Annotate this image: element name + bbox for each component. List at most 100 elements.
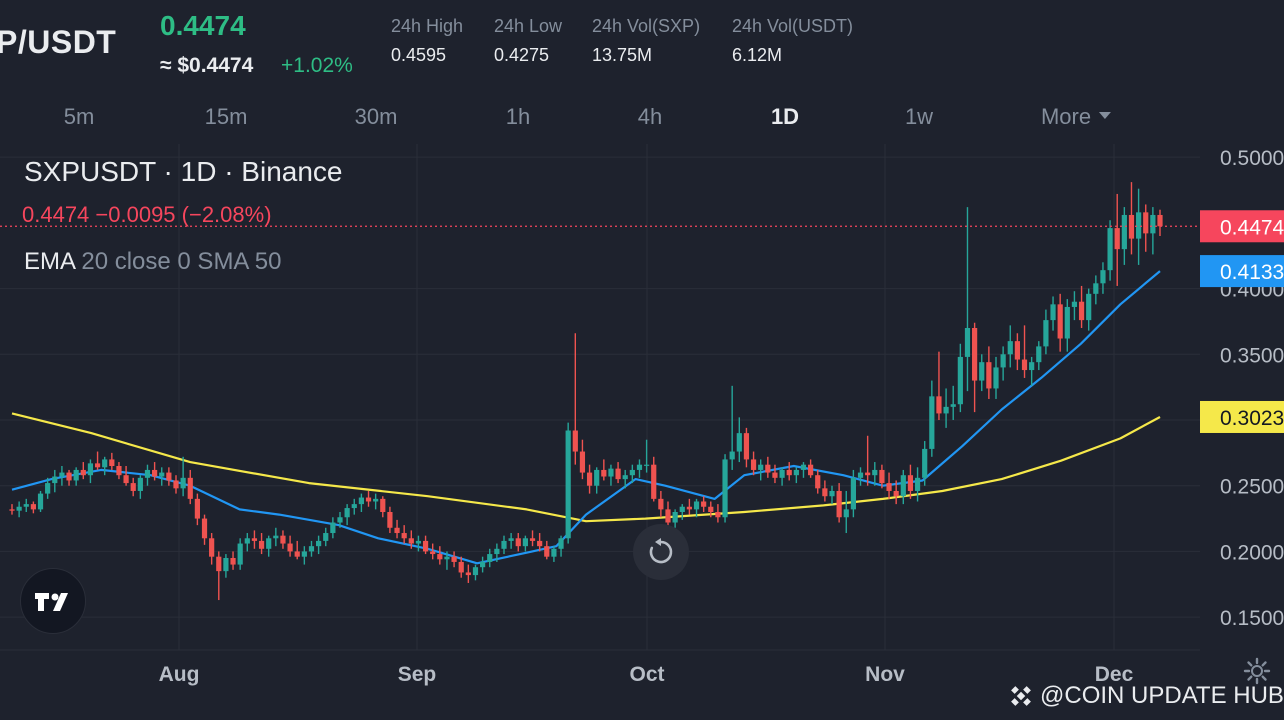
candle-body (137, 477, 143, 491)
candle (936, 351, 942, 420)
candle-body (273, 535, 279, 539)
candle (879, 464, 885, 489)
candle-body (893, 490, 899, 497)
tab-more-label: More (1040, 104, 1092, 129)
tab-5m[interactable]: 5m (63, 104, 95, 129)
candle (979, 354, 985, 392)
candle-body (815, 475, 821, 489)
tab-30m[interactable]: 30m (354, 104, 398, 129)
candle (950, 385, 956, 420)
candle (815, 469, 821, 494)
candle-body (287, 543, 293, 552)
candle (480, 556, 486, 573)
candle (929, 380, 935, 457)
candle (123, 466, 129, 486)
trading-pair-title[interactable]: P/USDT (0, 24, 117, 60)
candle (679, 504, 685, 520)
candle-body (87, 463, 94, 476)
candle (351, 498, 357, 515)
stat-value: 6.12M (732, 45, 783, 65)
candle-body (237, 543, 243, 565)
candle-body (665, 509, 671, 523)
candle (501, 535, 507, 555)
candle-body (422, 540, 429, 552)
candle-body (779, 469, 785, 478)
candle-body (1050, 304, 1056, 321)
x-tick-label: Aug (159, 663, 200, 686)
candle-body (301, 551, 307, 557)
candle (23, 498, 29, 512)
ema-layer (11, 270, 1161, 565)
candle (494, 543, 500, 562)
candle-body (123, 475, 129, 484)
candle (1143, 204, 1149, 252)
candle (800, 462, 807, 478)
tab-more[interactable]: More (1040, 104, 1112, 130)
candle-body (565, 430, 571, 539)
candle (1128, 182, 1135, 255)
price-tag-label: 0.4133 (1220, 261, 1284, 284)
market-header: P/USDT 0.4474 ≈ $0.4474 +1.02% 24h High … (0, 0, 1284, 92)
candle-body (601, 469, 607, 477)
tab-15m[interactable]: 15m (204, 104, 248, 129)
candle (886, 472, 892, 499)
candle (1086, 288, 1092, 331)
candle-body (1078, 301, 1085, 321)
candle-body (758, 464, 764, 470)
candle (237, 538, 243, 570)
candle-body (437, 554, 443, 560)
candle-body (836, 490, 842, 518)
candle (972, 322, 978, 413)
indicator-params: 20 close 0 SMA 50 (81, 248, 282, 275)
candle (1107, 220, 1113, 281)
candle (337, 512, 343, 528)
candle-body (594, 469, 600, 486)
candle-body (964, 328, 971, 357)
candle-body (294, 551, 300, 557)
candle (1000, 346, 1006, 381)
tab-1w[interactable]: 1w (904, 104, 934, 129)
candle-body (216, 556, 222, 572)
candle-body (130, 483, 136, 491)
candle-body (651, 464, 657, 499)
settings-gear-icon[interactable] (1242, 656, 1272, 691)
candle-body (829, 490, 835, 497)
candle-body (1107, 228, 1113, 271)
candle-body (986, 362, 992, 389)
candle (565, 422, 571, 544)
interval-tabs: 5m 15m 30m 1h 4h 1D 1w More (0, 96, 1284, 138)
y-axis: 0.150000.200000.250000.300000.350000.400… (1200, 147, 1284, 630)
candle (116, 462, 122, 480)
tradingview-logo-icon[interactable] (20, 568, 86, 634)
candle-body (1093, 283, 1099, 294)
candle (144, 464, 151, 486)
tab-4h[interactable]: 4h (637, 104, 663, 129)
candle (822, 480, 828, 502)
candle-body (900, 475, 906, 497)
tab-1h[interactable]: 1h (505, 104, 531, 129)
candle (1157, 209, 1163, 236)
candle (865, 435, 871, 486)
candle-body (929, 396, 935, 449)
indicator-legend[interactable]: EMA 20 close 0 SMA 50 (24, 248, 281, 276)
candle (672, 509, 678, 528)
candle (601, 459, 607, 481)
candle-body (73, 469, 79, 481)
tab-1d[interactable]: 1D (770, 104, 800, 129)
candle-body (936, 396, 942, 414)
candle (30, 501, 36, 514)
candle (280, 530, 286, 549)
candle-body (843, 509, 849, 518)
candle (743, 427, 750, 468)
candle-body (708, 506, 714, 512)
candle (515, 533, 521, 552)
candle-body (1100, 270, 1106, 284)
candle-body (344, 508, 350, 518)
candle (1050, 296, 1056, 331)
candle-body (679, 506, 685, 512)
candle-body (922, 448, 928, 478)
candle-body (743, 433, 750, 460)
reset-chart-icon[interactable] (633, 524, 689, 580)
